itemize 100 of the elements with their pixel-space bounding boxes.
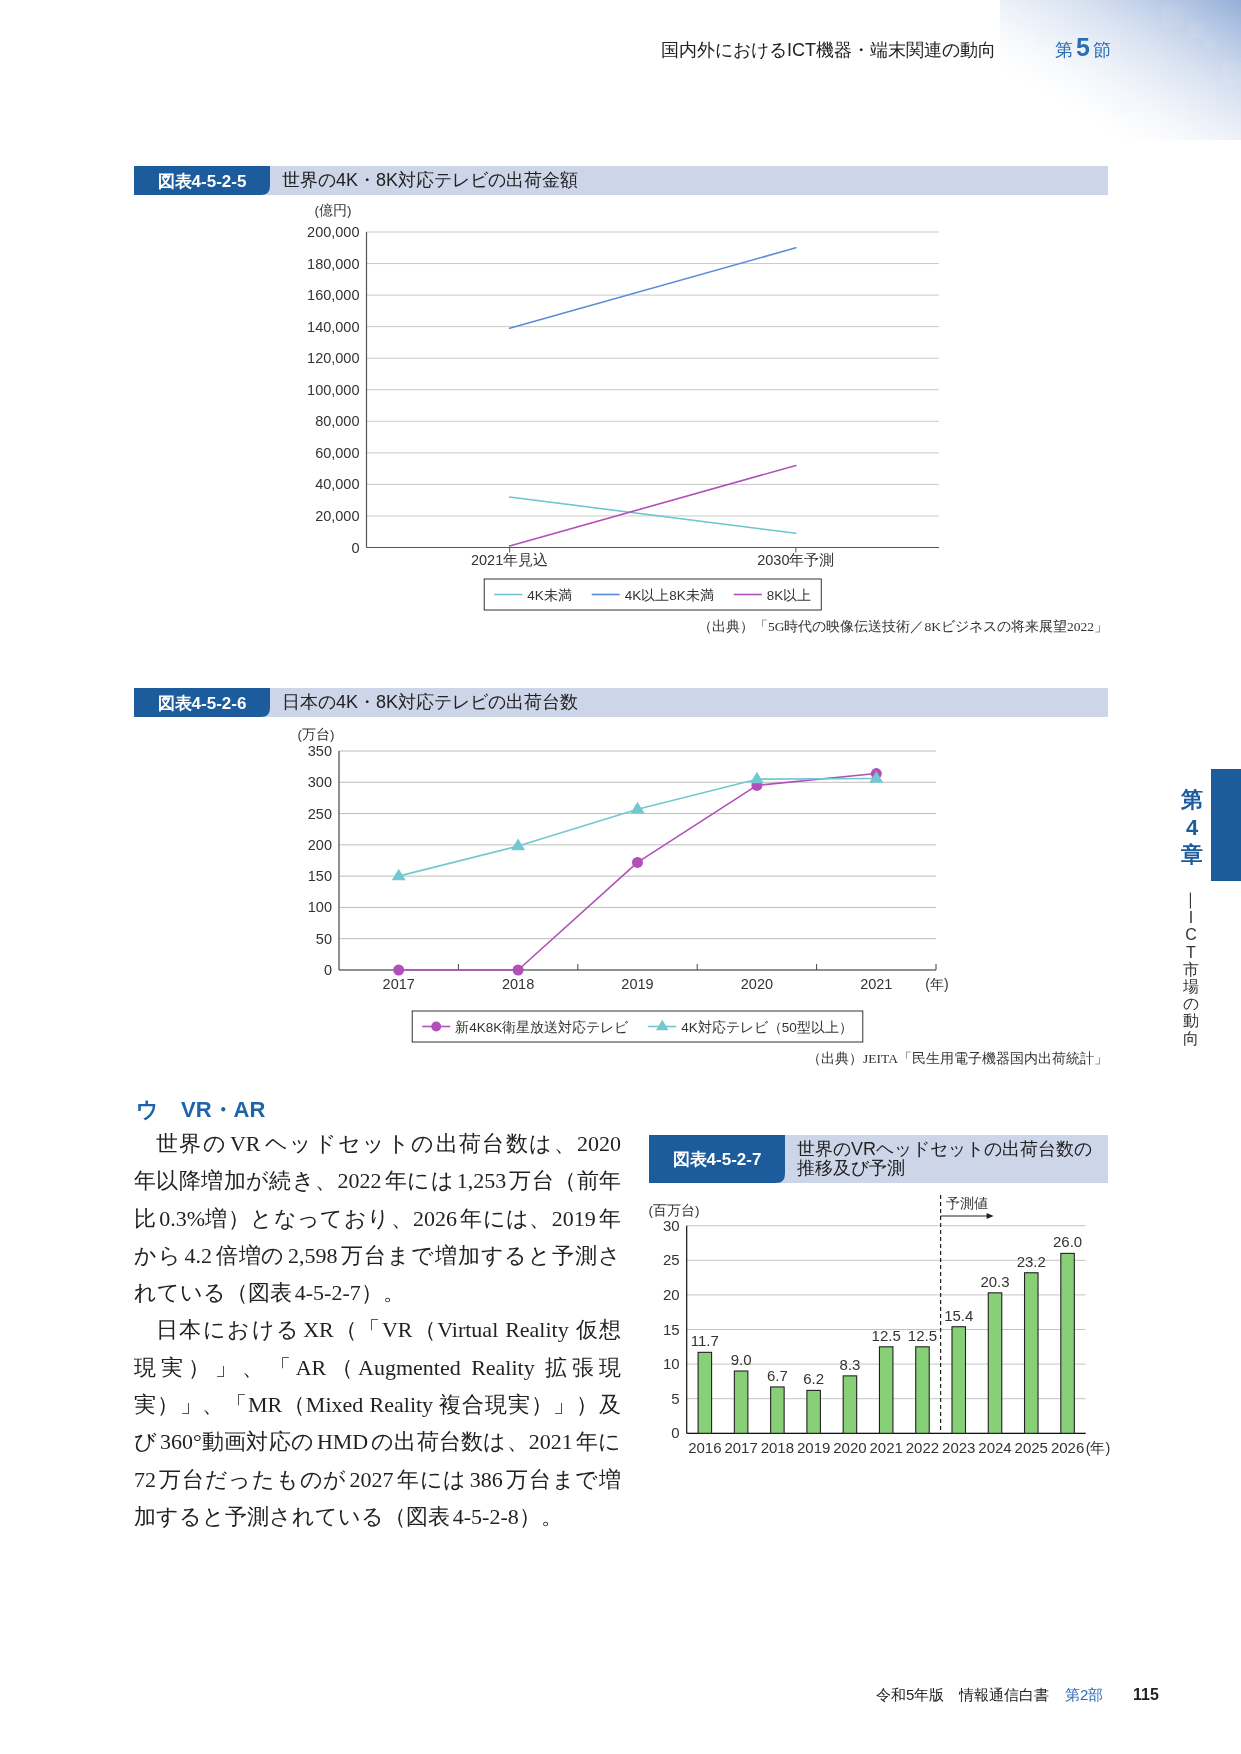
y-tick-label: 100,000 — [307, 381, 360, 398]
data-label: 15.4 — [944, 1306, 974, 1324]
x-tick-label: 2019 — [621, 976, 654, 992]
x-tick-label: 2022 — [905, 1439, 940, 1456]
bar — [842, 1375, 858, 1434]
y-tick-label: 150 — [307, 868, 332, 885]
bar — [806, 1389, 821, 1434]
data-label: 6.2 — [803, 1370, 825, 1388]
bar — [878, 1346, 894, 1434]
text: 国内外におけるICT機器・端末関連の動向 — [661, 40, 996, 60]
x-axis-title: (年) — [1085, 1440, 1111, 1456]
bar — [915, 1346, 930, 1434]
bar — [697, 1351, 713, 1434]
x-tick-label: 2016 — [688, 1439, 722, 1456]
text: 図表4-5-2-6 — [157, 693, 247, 713]
y-tick-label: 20 — [663, 1285, 680, 1303]
point — [512, 964, 524, 976]
bar — [770, 1386, 785, 1434]
bar — [1023, 1272, 1039, 1434]
legend-label: 新4K8K衛星放送対応テレビ — [455, 1019, 630, 1035]
data-label: 20.3 — [980, 1272, 1010, 1290]
y-tick-label: 0 — [323, 962, 332, 978]
x-tick-label: 2018 — [760, 1439, 795, 1456]
y-tick-label: 180,000 — [307, 255, 360, 272]
y-tick-label: 140,000 — [307, 318, 360, 335]
point — [749, 771, 764, 784]
chart-subtitle: 図表4-5-2-7 — [672, 1150, 762, 1169]
x-tick-label: 2020 — [740, 976, 774, 992]
x-tick-label: 2030年予測 — [757, 552, 835, 568]
point — [630, 801, 645, 814]
data-label: 12.5 — [871, 1326, 901, 1344]
x-tick-label: 2024 — [978, 1439, 1012, 1456]
x-tick-label: 2017 — [382, 976, 415, 992]
legend-label: 4K対応テレビ（50型以上） — [681, 1019, 853, 1035]
x-axis-title: (年) — [925, 976, 949, 992]
text: ―ICT市場の動向 — [1182, 892, 1200, 1047]
legend-label: 4K以上8K未満 — [624, 587, 714, 603]
y-tick-label: 160,000 — [307, 287, 360, 304]
data-label: 11.7 — [690, 1332, 719, 1350]
y-tick-label: 0 — [351, 539, 360, 556]
y-tick-label: 120,000 — [307, 350, 360, 367]
y-tick-label: 300 — [307, 774, 332, 791]
y-tick-label: 200 — [307, 836, 332, 853]
chart-title: 日本の4K・8K対応テレビの出荷台数 — [282, 692, 579, 712]
y-tick-label: 50 — [315, 930, 332, 947]
x-tick-label: 2018 — [501, 976, 535, 992]
legend-label: 4K未満 — [527, 587, 572, 603]
ref-line-label: 予測値 — [945, 1196, 988, 1211]
y-tick-label: 5 — [671, 1389, 680, 1407]
point — [511, 838, 526, 851]
data-label: 9.0 — [730, 1351, 752, 1369]
point — [391, 868, 406, 881]
bar — [733, 1370, 749, 1434]
legend-label: 8K以上 — [766, 587, 812, 603]
x-tick-label: 2021年見込 — [470, 552, 549, 568]
text: 日本におけるXR（「VR（Virtual Reality 仮想現実）」、「AR（Augmented Reality 拡張現実）」、「MR（Mixed Reality 複合現実）」）及び360°動画対応のHMDの出荷台数は、2021年に72万台だったものが2027年には386万台まで増加すると予測されている（図表4-5-2-8）。 — [134, 1316, 621, 1531]
y-tick-label: 10 — [663, 1355, 680, 1373]
bar — [1060, 1252, 1075, 1434]
y-tick-label: 15 — [663, 1320, 680, 1338]
y-axis-title: (億円) — [314, 203, 352, 218]
x-tick-label: 2026 — [1050, 1439, 1085, 1456]
x-tick-label: 2017 — [724, 1439, 758, 1456]
text: 世界のVRヘッドセットの出荷台数は、2020年以降増加が続き、2022年には1,253万台（前年比0.3%増）となっており、2026年には、2019年から4.2倍増の2,598万台まで増加すると予測されている（図表4-5-2-7）。 — [134, 1130, 621, 1308]
y-tick-label: 100 — [307, 899, 332, 916]
y-tick-label: 20,000 — [315, 507, 360, 524]
point — [632, 856, 643, 868]
text: （出典）JEITA「民生用電子機器国内出荷統計」 — [807, 1051, 1108, 1066]
y-tick-label: 80,000 — [315, 413, 360, 430]
y-tick-label: 350 — [307, 743, 332, 759]
text: 第2部 — [1065, 1686, 1104, 1703]
x-tick-label: 2019 — [796, 1439, 831, 1456]
x-tick-label: 2021 — [869, 1439, 903, 1456]
text: ウ VR・AR — [136, 1097, 266, 1122]
y-tick-label: 250 — [307, 805, 332, 822]
y-tick-label: 0 — [671, 1424, 680, 1442]
y-tick-label: 200,000 — [307, 224, 360, 240]
text: 令和5年版 情報通信白書 — [876, 1686, 1050, 1703]
point — [393, 964, 405, 976]
text: 第4章 — [1180, 786, 1204, 869]
bar — [987, 1292, 1003, 1434]
data-label: 23.2 — [1016, 1252, 1046, 1270]
x-tick-label: 2020 — [833, 1439, 867, 1456]
y-tick-label: 40,000 — [315, 476, 360, 493]
data-label: 6.7 — [766, 1366, 788, 1384]
data-label: 8.3 — [839, 1355, 861, 1373]
chart-title: 世界の4K・8K対応テレビの出荷金額 — [282, 170, 579, 190]
text: 第5節 — [1055, 33, 1111, 61]
x-tick-label: 2023 — [942, 1439, 976, 1456]
bar — [951, 1326, 967, 1434]
data-label: 26.0 — [1052, 1233, 1083, 1251]
x-tick-label: 2025 — [1014, 1439, 1048, 1456]
chart-title: 世界のVRヘッドセットの出荷台数の推移及び予測 — [797, 1139, 1093, 1178]
y-tick-label: 25 — [663, 1251, 680, 1269]
y-tick-label: 30 — [663, 1216, 680, 1234]
y-tick-label: 60,000 — [315, 444, 360, 461]
y-axis-title: (百万台) — [648, 1203, 700, 1218]
text: （出典）「5G時代の映像伝送技術／8Kビジネスの将来展望2022」 — [698, 619, 1108, 634]
x-tick-label: 2021 — [860, 976, 893, 992]
y-axis-title: (万台) — [297, 727, 335, 742]
text: 図表4-5-2-5 — [157, 171, 247, 191]
